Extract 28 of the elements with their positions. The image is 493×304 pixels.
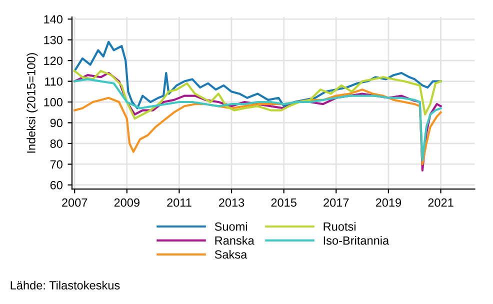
y-tick-label: 110	[45, 77, 62, 86]
y-tick-label: 70	[50, 160, 62, 169]
text: Lähde: Tilastokeskus	[10, 280, 120, 290]
y-tick-label: 90	[50, 118, 62, 128]
x-tick-label: 2019	[376, 198, 402, 207]
x-tick-label: 2021	[428, 198, 454, 207]
y-tick-label: 130	[44, 36, 62, 44]
line-series	[74, 70, 442, 120]
legend-label: Ruotsi	[324, 222, 356, 231]
y-tick-label: 80	[50, 140, 62, 148]
y-tick-label: 60	[50, 180, 62, 190]
x-tick-label: 2011	[167, 198, 192, 207]
x-tick-label: 2007	[62, 198, 88, 207]
x-tick-label: 2015	[271, 198, 296, 207]
x-tick-label: 2013	[218, 198, 244, 207]
y-tick-label: 100	[44, 98, 62, 106]
line-series	[74, 40, 442, 110]
y-tick-label: 120	[44, 56, 62, 65]
legend-label: Iso-Britannia	[324, 236, 390, 245]
x-tick-label: 2017	[324, 198, 349, 207]
y-axis-title: Indeksi (2015=100)	[26, 53, 38, 153]
line-series	[74, 78, 442, 162]
legend-label: Saksa	[214, 250, 248, 259]
legend-label: Suomi	[214, 222, 247, 231]
y-tick-label: 140	[44, 15, 62, 24]
x-tick-label: 2009	[114, 198, 140, 207]
legend-label: Ranska	[215, 236, 254, 245]
line-series	[74, 88, 442, 166]
